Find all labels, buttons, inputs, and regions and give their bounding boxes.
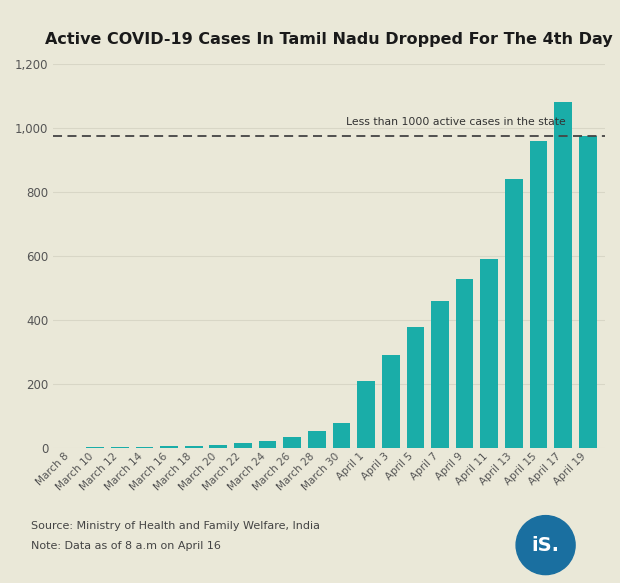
Circle shape xyxy=(516,515,575,575)
Text: Source: Ministry of Health and Family Welfare, India: Source: Ministry of Health and Family We… xyxy=(31,521,320,531)
Bar xyxy=(357,381,375,448)
Bar xyxy=(456,279,474,448)
Bar xyxy=(136,447,153,448)
Bar xyxy=(382,356,400,448)
Bar xyxy=(579,136,596,448)
Bar xyxy=(308,431,326,448)
Bar xyxy=(111,447,129,448)
Bar xyxy=(86,447,104,448)
Bar xyxy=(529,141,547,448)
Bar xyxy=(185,446,203,448)
Title: Active COVID-19 Cases In Tamil Nadu Dropped For The 4th Day: Active COVID-19 Cases In Tamil Nadu Drop… xyxy=(45,33,613,47)
Bar xyxy=(554,103,572,448)
Bar xyxy=(283,437,301,448)
Bar xyxy=(407,326,424,448)
Text: Note: Data as of 8 a.m on April 16: Note: Data as of 8 a.m on April 16 xyxy=(31,541,221,551)
Text: Less than 1000 active cases in the state: Less than 1000 active cases in the state xyxy=(347,117,566,127)
Bar xyxy=(234,444,252,448)
Bar xyxy=(332,423,350,448)
Bar xyxy=(431,301,449,448)
Bar xyxy=(480,259,498,448)
Bar xyxy=(210,445,227,448)
Bar xyxy=(259,441,277,448)
Bar xyxy=(160,447,178,448)
Bar xyxy=(505,179,523,448)
Text: iS.: iS. xyxy=(531,536,560,554)
